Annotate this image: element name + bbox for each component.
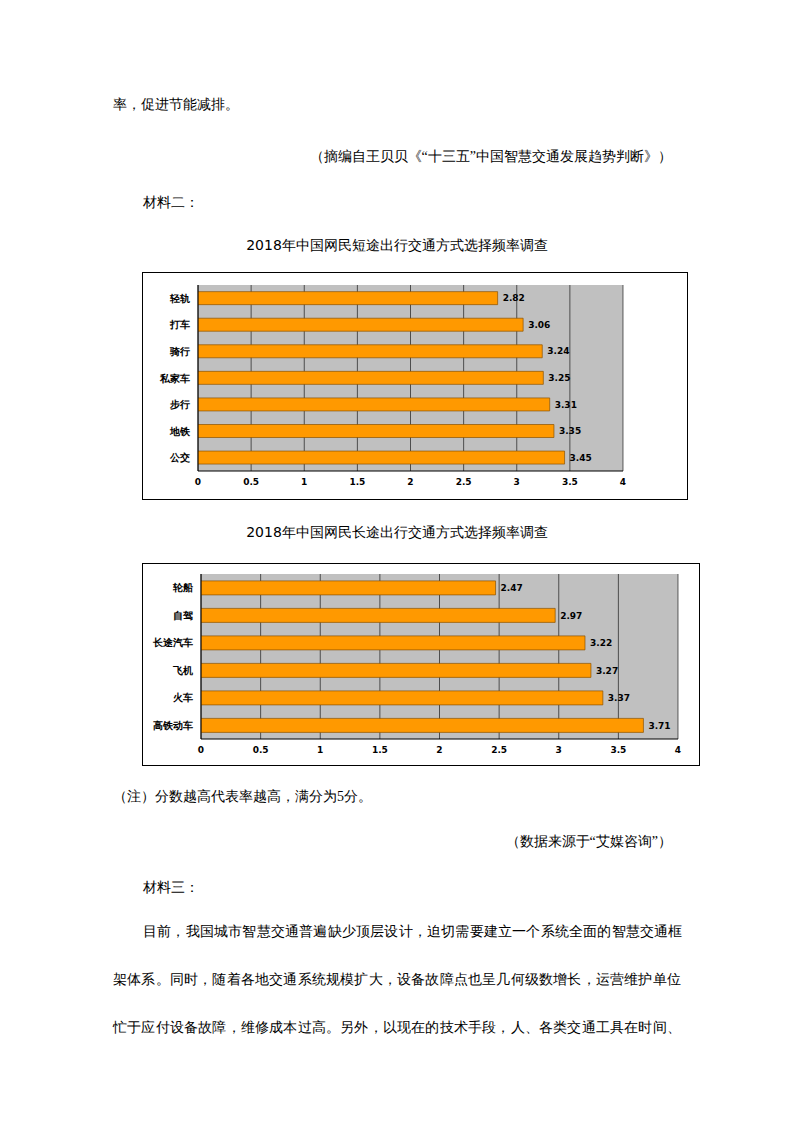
html-text:材料二：: 材料二： [143, 195, 199, 210]
svg-text:3: 3 [514, 477, 520, 487]
svg-text:4: 4 [620, 477, 626, 487]
svg-text:2.5: 2.5 [456, 477, 472, 487]
svg-text:3.31: 3.31 [555, 400, 577, 410]
html-text:材料三：: 材料三： [143, 880, 199, 895]
svg-text:0.5: 0.5 [243, 477, 259, 487]
svg-text:0.5: 0.5 [253, 745, 269, 755]
html-text:率，促进节能减排。: 率，促进节能减排。 [113, 97, 239, 112]
svg-text:4: 4 [675, 745, 681, 755]
html-text:2018年中国网民短途出行交通方式选择频率调查: 2018年中国网民短途出行交通方式选择频率调查 [246, 237, 548, 253]
html-text:2018年中国网民长途出行交通方式选择频率调查: 2018年中国网民长途出行交通方式选择频率调查 [246, 524, 548, 540]
html-text:忙于应付设备故障，维修成本过高。另外，以现在的技术手段，人、: 忙于应付设备故障，维修成本过高。另外，以现在的技术手段，人、各类交通工具在时间、 [113, 1020, 681, 1035]
svg-text:3.5: 3.5 [562, 477, 578, 487]
svg-text:长途汽车: 长途汽车 [152, 637, 193, 648]
svg-text:3.27: 3.27 [596, 666, 618, 676]
html-text:架体系。同时，随着各地交通系统规模扩大，设备故障点也呈几何级: 架体系。同时，随着各地交通系统规模扩大，设备故障点也呈几何级数增长，运营维护单位 [113, 972, 681, 987]
svg-text:3.71: 3.71 [648, 721, 670, 731]
svg-text:2.5: 2.5 [491, 745, 507, 755]
svg-text:轻轨: 轻轨 [169, 293, 190, 304]
html-text:（注）分数越高代表率越高，满分为5分。: （注）分数越高代表率越高，满分为5分。 [113, 789, 372, 804]
svg-text:3.25: 3.25 [548, 373, 570, 383]
html-text:（摘编自王贝贝《“十三五”中国智慧交通发展趋势判断》）: （摘编自王贝贝《“十三五”中国智慧交通发展趋势判断》） [309, 149, 672, 164]
svg-text:火车: 火车 [173, 692, 193, 703]
svg-text:骑行: 骑行 [169, 346, 190, 357]
svg-text:2.97: 2.97 [560, 611, 582, 621]
svg-text:2: 2 [407, 477, 413, 487]
svg-text:1: 1 [317, 745, 323, 755]
svg-text:1.5: 1.5 [349, 477, 365, 487]
svg-text:2.82: 2.82 [503, 293, 525, 303]
svg-text:3.24: 3.24 [547, 346, 569, 356]
svg-text:2.47: 2.47 [501, 583, 523, 593]
svg-text:1.5: 1.5 [372, 745, 388, 755]
html-text:（数据来源于“艾媒咨询”）: （数据来源于“艾媒咨询”） [505, 834, 672, 849]
svg-text:轮船: 轮船 [172, 582, 193, 593]
html-text:目前，我国城市智慧交通普遍缺少顶层设计，迫切需要建立一个系统: 目前，我国城市智慧交通普遍缺少顶层设计，迫切需要建立一个系统全面的智慧交通框 [143, 924, 683, 939]
svg-text:1: 1 [301, 477, 307, 487]
svg-text:0: 0 [198, 745, 204, 755]
svg-text:3.37: 3.37 [608, 693, 630, 703]
svg-text:3.35: 3.35 [559, 426, 581, 436]
svg-text:私家车: 私家车 [159, 373, 190, 384]
svg-text:地铁: 地铁 [169, 426, 191, 437]
svg-text:0: 0 [195, 477, 201, 487]
svg-text:2: 2 [436, 745, 442, 755]
svg-text:公交: 公交 [169, 452, 190, 463]
svg-text:高铁动车: 高铁动车 [153, 720, 193, 731]
svg-text:3: 3 [556, 745, 562, 755]
svg-text:步行: 步行 [169, 399, 190, 410]
svg-text:3.22: 3.22 [590, 638, 612, 648]
svg-text:自驾: 自驾 [173, 610, 193, 621]
svg-text:3.5: 3.5 [610, 745, 626, 755]
svg-text:打车: 打车 [169, 319, 190, 330]
svg-text:飞机: 飞机 [172, 665, 193, 676]
svg-text:3.06: 3.06 [528, 320, 550, 330]
svg-text:3.45: 3.45 [570, 453, 592, 463]
